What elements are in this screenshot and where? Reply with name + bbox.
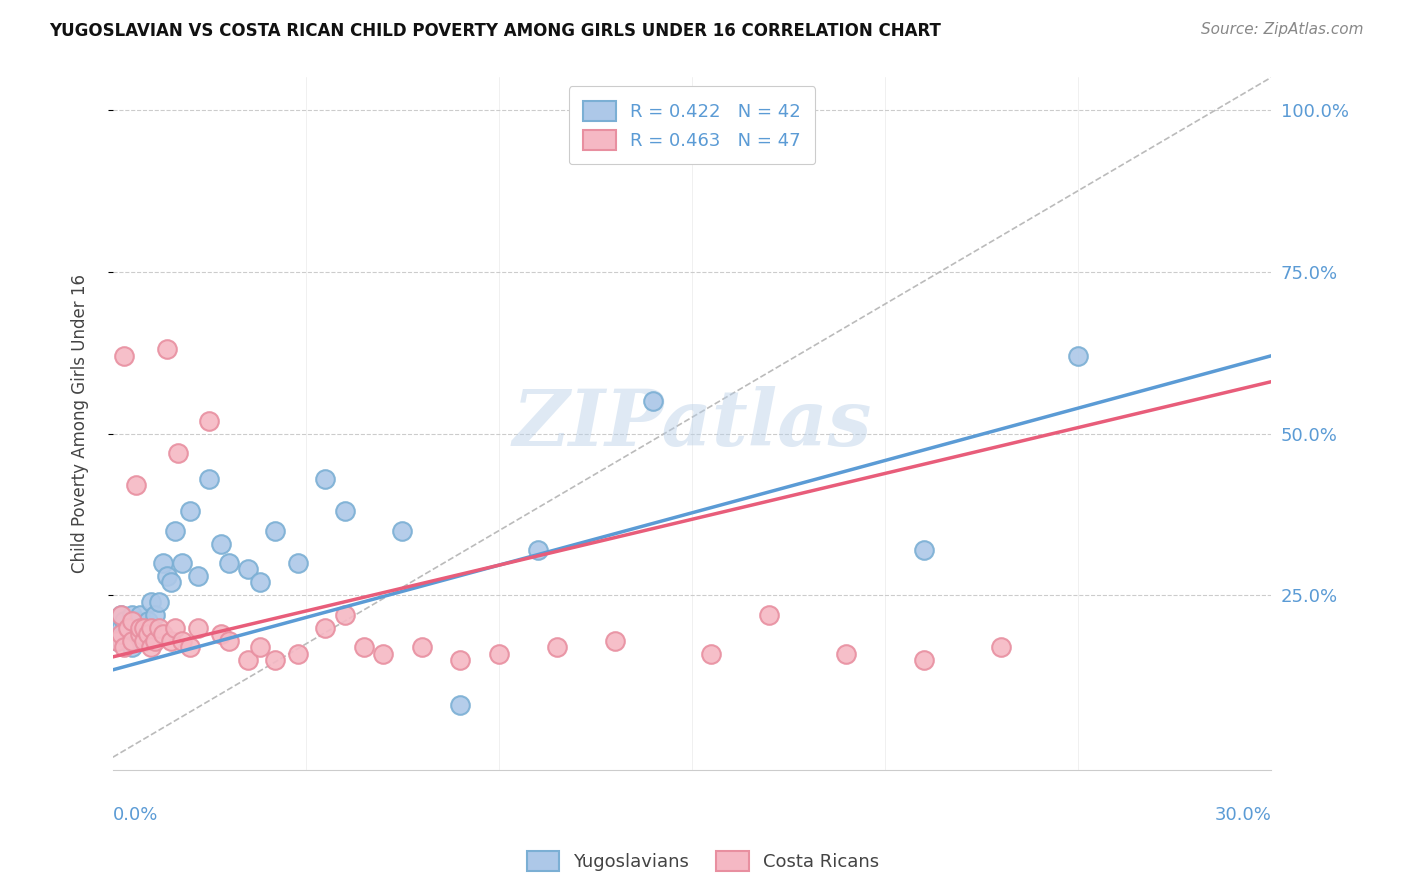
Point (110, 627, 132, 641)
Point (179, 504, 201, 518)
Point (114, 627, 136, 641)
Legend: Yugoslavians, Costa Ricans: Yugoslavians, Costa Ricans (519, 844, 887, 879)
Point (333, 607, 356, 622)
Point (125, 478, 148, 492)
Point (391, 524, 413, 538)
Text: YUGOSLAVIAN VS COSTA RICAN CHILD POVERTY AMONG GIRLS UNDER 16 CORRELATION CHART: YUGOSLAVIAN VS COSTA RICAN CHILD POVERTY… (49, 22, 941, 40)
Legend: R = 0.422   N = 42, R = 0.463   N = 47: R = 0.422 N = 42, R = 0.463 N = 47 (568, 87, 815, 164)
Point (287, 556, 309, 570)
Point (128, 621, 150, 635)
Point (912, 543, 935, 558)
Point (488, 647, 510, 661)
Point (187, 621, 209, 635)
Point (912, 653, 935, 667)
Point (148, 621, 170, 635)
Point (449, 698, 471, 713)
Point (209, 536, 232, 550)
Point (643, 394, 665, 409)
Point (110, 607, 132, 622)
Point (187, 569, 209, 583)
Point (700, 647, 723, 661)
Point (172, 633, 194, 648)
Point (125, 614, 148, 628)
Point (333, 504, 356, 518)
Point (353, 640, 375, 655)
Point (990, 640, 1012, 655)
Point (159, 633, 181, 648)
Point (128, 607, 150, 622)
Point (143, 633, 166, 648)
Point (287, 647, 309, 661)
Text: Source: ZipAtlas.com: Source: ZipAtlas.com (1201, 22, 1364, 37)
Point (163, 524, 186, 538)
Text: ZIPatlas: ZIPatlas (512, 385, 872, 462)
Point (236, 653, 259, 667)
Point (449, 653, 471, 667)
Point (167, 446, 190, 460)
Point (218, 556, 240, 570)
Point (249, 575, 271, 590)
Point (121, 640, 143, 655)
Point (209, 627, 232, 641)
Point (314, 472, 336, 486)
Point (132, 627, 155, 641)
Point (163, 621, 186, 635)
Point (141, 621, 163, 635)
Point (141, 621, 163, 635)
Point (136, 614, 159, 628)
Point (249, 640, 271, 655)
Point (198, 472, 221, 486)
Point (159, 575, 181, 590)
Point (121, 614, 143, 628)
Text: 30.0%: 30.0% (1215, 805, 1271, 824)
Point (758, 607, 780, 622)
Point (132, 633, 155, 648)
Point (172, 556, 194, 570)
Point (132, 621, 155, 635)
Point (121, 607, 143, 622)
Point (114, 640, 136, 655)
Point (148, 595, 170, 609)
Point (143, 607, 166, 622)
Point (132, 633, 155, 648)
Point (114, 349, 136, 363)
Point (110, 621, 132, 635)
Y-axis label: Child Poverty Among Girls Under 16: Child Poverty Among Girls Under 16 (72, 275, 89, 574)
Point (128, 627, 150, 641)
Point (114, 614, 136, 628)
Point (236, 562, 259, 576)
Point (371, 647, 394, 661)
Point (218, 633, 240, 648)
Point (121, 633, 143, 648)
Point (835, 647, 858, 661)
Point (136, 627, 159, 641)
Point (411, 640, 433, 655)
Point (152, 627, 174, 641)
Point (152, 556, 174, 570)
Point (105, 633, 128, 648)
Point (128, 621, 150, 635)
Point (264, 524, 287, 538)
Point (1067, 349, 1090, 363)
Point (156, 343, 179, 357)
Point (198, 413, 221, 427)
Point (125, 627, 148, 641)
Point (546, 640, 568, 655)
Point (117, 621, 139, 635)
Point (105, 633, 128, 648)
Point (110, 607, 132, 622)
Point (117, 633, 139, 648)
Point (117, 621, 139, 635)
Point (141, 640, 163, 655)
Point (179, 640, 201, 655)
Point (264, 653, 287, 667)
Text: 0.0%: 0.0% (112, 805, 159, 824)
Point (314, 621, 336, 635)
Point (526, 543, 548, 558)
Point (603, 633, 626, 648)
Point (141, 595, 163, 609)
Point (156, 569, 179, 583)
